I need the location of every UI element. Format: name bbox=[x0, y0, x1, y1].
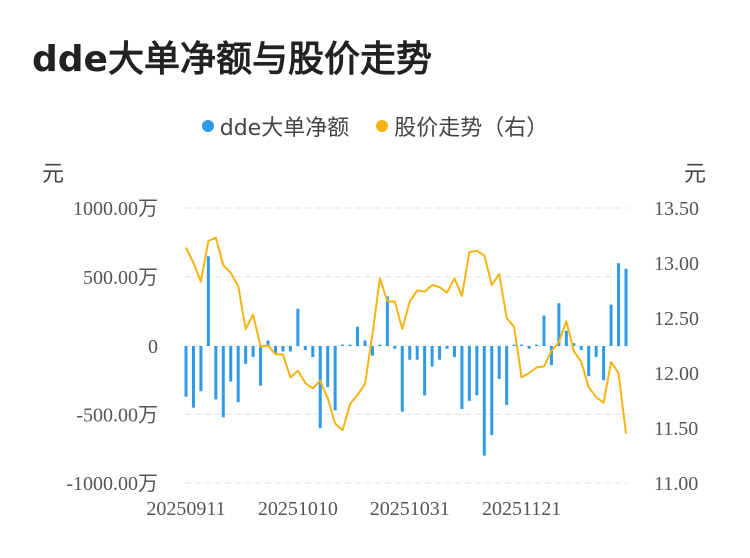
dde-bar bbox=[415, 346, 419, 360]
dde-bar bbox=[236, 346, 240, 403]
dde-bar bbox=[378, 344, 382, 346]
dde-bar bbox=[303, 346, 307, 351]
dde-bar bbox=[624, 268, 628, 346]
dde-bar bbox=[475, 346, 479, 396]
legend-item-price[interactable]: 股价走势（右） bbox=[376, 110, 548, 142]
dde-bar bbox=[400, 346, 404, 412]
left-tick-label: -1000.00万 bbox=[66, 473, 158, 495]
dde-bar bbox=[281, 346, 285, 352]
legend-label-price: 股价走势（右） bbox=[394, 116, 549, 141]
dde-bar bbox=[438, 346, 442, 360]
right-tick-label: 13.00 bbox=[654, 253, 699, 275]
dde-bar bbox=[333, 346, 337, 411]
dde-bar bbox=[244, 346, 248, 364]
dde-bar bbox=[460, 346, 464, 410]
left-tick-label: -500.00万 bbox=[76, 404, 158, 426]
dde-bar bbox=[191, 346, 195, 408]
legend-label-dde: dde大单净额 bbox=[219, 116, 350, 141]
left-tick-label: 1000.00万 bbox=[73, 198, 158, 220]
dde-bar bbox=[370, 346, 374, 356]
dde-bar bbox=[587, 346, 591, 377]
dde-bar bbox=[266, 340, 270, 346]
dde-bar bbox=[206, 256, 210, 346]
dde-bar bbox=[542, 315, 546, 346]
dde-bar bbox=[535, 344, 539, 346]
dde-bar bbox=[445, 346, 449, 349]
dde-bar bbox=[512, 344, 516, 346]
left-axis-unit: 元 bbox=[42, 162, 65, 187]
legend: dde大单净额 股价走势（右） bbox=[0, 110, 750, 142]
x-tick-label: 20250911 bbox=[146, 498, 225, 520]
x-tick-label: 20251010 bbox=[258, 498, 338, 520]
chart-title: dde大单净额与股价走势 bbox=[32, 39, 432, 80]
dde-bar bbox=[408, 346, 412, 360]
price-line bbox=[185, 236, 627, 434]
dde-bar bbox=[617, 263, 621, 346]
dde-bar bbox=[229, 346, 233, 382]
dde-bar bbox=[594, 346, 598, 357]
dde-bar bbox=[326, 346, 330, 388]
dde-bar bbox=[579, 346, 583, 351]
dde-bar bbox=[423, 346, 427, 396]
legend-dot-price bbox=[376, 120, 389, 132]
dde-bar bbox=[557, 303, 561, 346]
dde-bar bbox=[549, 346, 553, 366]
right-tick-label: 11.00 bbox=[654, 473, 698, 495]
dde-bar bbox=[296, 308, 300, 346]
x-tick-label: 20251031 bbox=[370, 498, 450, 520]
dde-bar bbox=[288, 346, 292, 352]
dde-bar bbox=[452, 346, 456, 357]
dde-bar bbox=[430, 346, 434, 367]
right-tick-label: 11.50 bbox=[654, 418, 698, 440]
left-tick-label: 0 bbox=[148, 336, 158, 358]
dde-bar bbox=[572, 343, 576, 346]
right-tick-label: 12.00 bbox=[654, 363, 699, 385]
legend-item-dde[interactable]: dde大单净额 bbox=[201, 110, 350, 142]
x-tick-label: 20251121 bbox=[482, 498, 561, 520]
dde-bar bbox=[602, 346, 606, 381]
dde-bar bbox=[341, 344, 345, 346]
dde-bar bbox=[251, 346, 255, 357]
dde-bar bbox=[311, 346, 315, 357]
dde-bar bbox=[467, 346, 471, 401]
dde-bar bbox=[259, 346, 263, 386]
dde-bar bbox=[520, 344, 524, 346]
dde-bar bbox=[199, 346, 203, 392]
dde-bar bbox=[609, 304, 613, 346]
dde-bar bbox=[497, 346, 501, 379]
dde-bar bbox=[393, 346, 397, 349]
dde-bar bbox=[363, 340, 367, 346]
dde-bar bbox=[385, 296, 389, 346]
dde-bar bbox=[482, 346, 486, 456]
dde-bar bbox=[505, 346, 509, 405]
right-axis-unit: 元 bbox=[684, 162, 707, 187]
legend-dot-dde bbox=[201, 120, 214, 132]
right-tick-label: 12.50 bbox=[654, 308, 699, 330]
dde-bar bbox=[356, 326, 360, 346]
dde-bar bbox=[184, 346, 188, 397]
dde-bar bbox=[490, 346, 494, 436]
right-tick-label: 13.50 bbox=[654, 198, 699, 220]
dde-bar bbox=[221, 346, 225, 418]
dde-bar bbox=[527, 346, 531, 349]
dde-bar bbox=[318, 346, 322, 429]
dde-bar bbox=[348, 344, 352, 346]
dde-bar bbox=[214, 346, 218, 400]
dde-bar bbox=[564, 330, 568, 346]
dde-bar bbox=[273, 346, 277, 355]
left-tick-label: 500.00万 bbox=[83, 267, 158, 289]
